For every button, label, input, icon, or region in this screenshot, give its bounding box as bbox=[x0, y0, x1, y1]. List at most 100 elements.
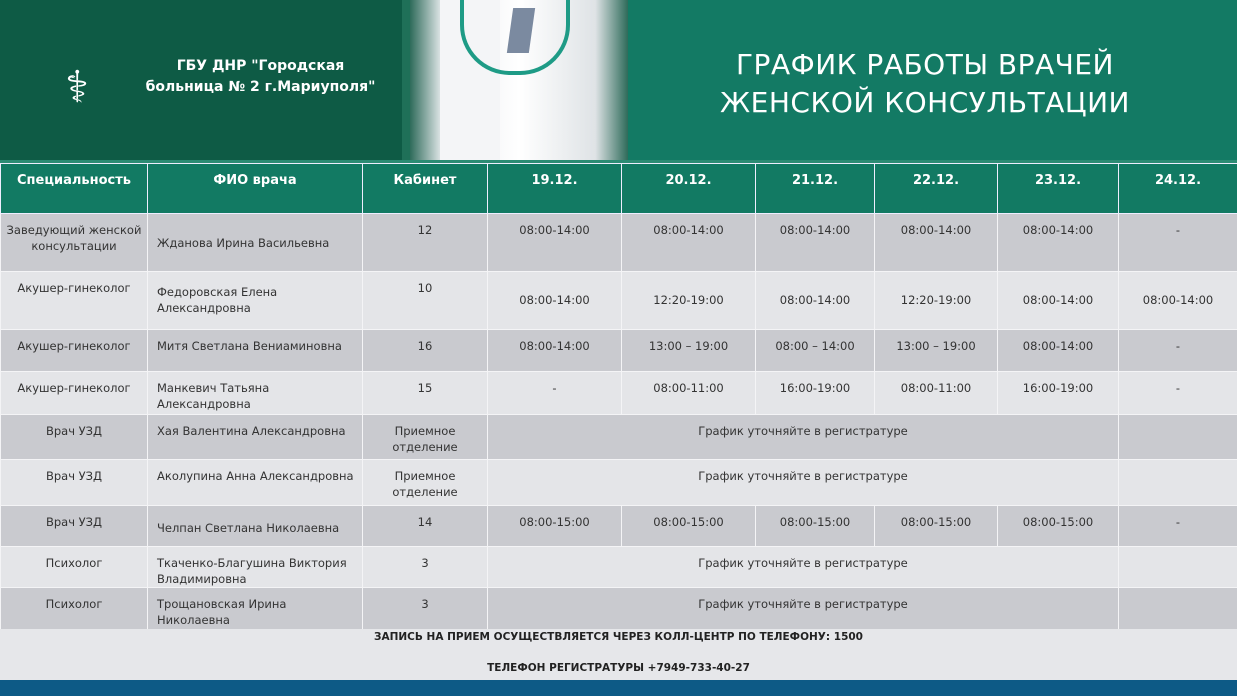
specialty-cell: Психолог bbox=[0, 546, 148, 588]
table-row: Психолог Трощановская Ирина Николаевна 3 Гр… bbox=[0, 587, 1237, 630]
doctor-name-cell: Челпан Светлана Николаевна bbox=[147, 505, 363, 547]
schedule-cell: - bbox=[1118, 505, 1237, 547]
schedule-cell: - bbox=[1118, 213, 1237, 272]
schedule-cell: 08:00-15:00 bbox=[487, 505, 622, 547]
table-row: Акушер-гинеколог Митя Светлана Вениаминов… bbox=[0, 329, 1237, 372]
room-cell: 16 bbox=[362, 329, 488, 372]
column-header: 22.12. bbox=[874, 163, 998, 214]
room-cell: 15 bbox=[362, 371, 488, 415]
schedule-cell: 08:00-14:00 bbox=[997, 213, 1119, 272]
schedule-cell: 08:00-14:00 bbox=[997, 329, 1119, 372]
specialty-cell: Психолог bbox=[0, 587, 148, 630]
schedule-cell: 08:00-14:00 bbox=[487, 329, 622, 372]
header-banner: ⚕ ГБУ ДНР "Городская больница № 2 г.Мариу… bbox=[0, 0, 1237, 163]
schedule-cell: 08:00-11:00 bbox=[874, 371, 998, 415]
schedule-cell: 08:00-15:00 bbox=[621, 505, 756, 547]
org-name-line2: больница № 2 г.Мариуполя" bbox=[145, 79, 376, 95]
schedule-note-cell: График уточняйте в регистратуре bbox=[487, 587, 1119, 630]
footer: ЗАПИСЬ НА ПРИЕМ ОСУЩЕСТВЛЯЕТСЯ ЧЕРЕЗ КОЛ… bbox=[0, 629, 1237, 680]
schedule-cell: 16:00-19:00 bbox=[997, 371, 1119, 415]
specialty-cell: Акушер-гинеколог bbox=[0, 271, 148, 330]
room-cell: 3 bbox=[362, 587, 488, 630]
schedule-cell: - bbox=[1118, 371, 1237, 415]
schedule-cell: 08:00-15:00 bbox=[997, 505, 1119, 547]
doctor-name-cell: Митя Светлана Вениаминовна bbox=[147, 329, 363, 372]
schedule-cell: 08:00-14:00 bbox=[487, 213, 622, 272]
schedule-cell: 13:00 – 19:00 bbox=[621, 329, 756, 372]
column-header: 20.12. bbox=[621, 163, 756, 214]
org-name-line1: ГБУ ДНР "Городская bbox=[176, 58, 345, 74]
room-cell: 3 bbox=[362, 546, 488, 588]
schedule-cell: 08:00-11:00 bbox=[621, 371, 756, 415]
doctor-name-cell: Ткаченко-Благушина Виктория Владимировна bbox=[147, 546, 363, 588]
column-header: 19.12. bbox=[487, 163, 622, 214]
doctor-name-cell: Жданова Ирина Васильевна bbox=[147, 213, 363, 272]
specialty-cell: Врач УЗД bbox=[0, 459, 148, 506]
schedule-cell: 08:00-14:00 bbox=[755, 213, 875, 272]
room-cell: 10 bbox=[362, 271, 488, 330]
bottom-bar bbox=[0, 680, 1237, 696]
schedule-cell: 08:00 – 14:00 bbox=[755, 329, 875, 372]
schedule-cell: 08:00-14:00 bbox=[755, 271, 875, 330]
schedule-cell bbox=[1118, 587, 1237, 630]
doctor-name-cell: Манкевич Татьяна Александровна bbox=[147, 371, 363, 415]
specialty-cell: Врач УЗД bbox=[0, 505, 148, 547]
schedule-cell: 16:00-19:00 bbox=[755, 371, 875, 415]
title-line2: ЖЕНСКОЙ КОНСУЛЬТАЦИИ bbox=[720, 86, 1130, 119]
banner-bottom-line bbox=[0, 160, 1237, 163]
specialty-cell: Заведующий женской консультации bbox=[0, 213, 148, 272]
column-header: Кабинет bbox=[362, 163, 488, 214]
specialty-cell: Акушер-гинеколог bbox=[0, 371, 148, 415]
specialty-cell: Врач УЗД bbox=[0, 414, 148, 460]
doctor-name-cell: Аколупина Анна Александровна bbox=[147, 459, 363, 506]
doctor-name-cell: Федоровская Елена Александровна bbox=[147, 271, 363, 330]
table-row: Акушер-гинеколог Федоровская Елена Алекса… bbox=[0, 271, 1237, 330]
schedule-cell bbox=[1118, 414, 1237, 460]
schedule-cell: 13:00 – 19:00 bbox=[874, 329, 998, 372]
schedule-cell: 08:00-14:00 bbox=[997, 271, 1119, 330]
footer-call-center: ЗАПИСЬ НА ПРИЕМ ОСУЩЕСТВЛЯЕТСЯ ЧЕРЕЗ КОЛ… bbox=[374, 631, 863, 643]
schedule-note-cell: График уточняйте в регистратуре bbox=[487, 546, 1119, 588]
column-header: Специальность bbox=[0, 163, 148, 214]
schedule-cell: 08:00-14:00 bbox=[487, 271, 622, 330]
doctor-name-cell: Хая Валентина Александровна bbox=[147, 414, 363, 460]
specialty-cell: Акушер-гинеколог bbox=[0, 329, 148, 372]
room-cell: Приемное отделение bbox=[362, 414, 488, 460]
table-row: Акушер-гинеколог Манкевич Татьяна Алексан… bbox=[0, 371, 1237, 415]
schedule-note-cell: График уточняйте в регистратуре bbox=[487, 414, 1119, 460]
room-cell: Приемное отделение bbox=[362, 459, 488, 506]
schedule-cell: 08:00-14:00 bbox=[621, 213, 756, 272]
org-name: ГБУ ДНР "Городская больница № 2 г.Мариупо… bbox=[118, 56, 403, 98]
room-cell: 14 bbox=[362, 505, 488, 547]
schedule-cell bbox=[1118, 459, 1237, 506]
title-line1: ГРАФИК РАБОТЫ ВРАЧЕЙ bbox=[735, 48, 1115, 81]
table-row: Психолог Ткаченко-Благушина Виктория Влад… bbox=[0, 546, 1237, 588]
table-header: Специальность ФИО врача Кабинет 19.12. 20.12… bbox=[0, 163, 1237, 214]
bowl-of-hygieia-icon: ⚕ bbox=[65, 62, 89, 113]
table-row: Врач УЗД Аколупина Анна Александровна Прие… bbox=[0, 459, 1237, 506]
schedule-cell: 08:00-15:00 bbox=[755, 505, 875, 547]
page-title: ГРАФИК РАБОТЫ ВРАЧЕЙ ЖЕНСКОЙ КОНСУЛЬТАЦИИ bbox=[690, 46, 1160, 122]
table-row: Врач УЗД Хая Валентина Александровна Прием… bbox=[0, 414, 1237, 460]
footer-registry-phone: ТЕЛЕФОН РЕГИСТРАТУРЫ +7949-733-40-27 bbox=[487, 662, 750, 674]
schedule-cell: 12:20-19:00 bbox=[621, 271, 756, 330]
banner-divider bbox=[402, 0, 410, 160]
column-header: 24.12. bbox=[1118, 163, 1237, 214]
room-cell: 12 bbox=[362, 213, 488, 272]
schedule-cell: 12:20-19:00 bbox=[874, 271, 998, 330]
banner-left-panel bbox=[0, 0, 402, 160]
schedule-cell: - bbox=[487, 371, 622, 415]
column-header: 21.12. bbox=[755, 163, 875, 214]
doctor-name-cell: Трощановская Ирина Николаевна bbox=[147, 587, 363, 630]
table-row: Заведующий женской консультации Жданова И… bbox=[0, 213, 1237, 272]
schedule-table: Специальность ФИО врача Кабинет 19.12. 20.12… bbox=[0, 163, 1237, 630]
schedule-note-cell: График уточняйте в регистратуре bbox=[487, 459, 1119, 506]
schedule-cell: 08:00-14:00 bbox=[1118, 271, 1237, 330]
column-header: 23.12. bbox=[997, 163, 1119, 214]
schedule-cell: 08:00-14:00 bbox=[874, 213, 998, 272]
schedule-cell: - bbox=[1118, 329, 1237, 372]
schedule-cell: 08:00-15:00 bbox=[874, 505, 998, 547]
stethoscope-icon bbox=[460, 0, 570, 75]
table-row: Врач УЗД Челпан Светлана Николаевна 14 08:0… bbox=[0, 505, 1237, 547]
column-header: ФИО врача bbox=[147, 163, 363, 214]
